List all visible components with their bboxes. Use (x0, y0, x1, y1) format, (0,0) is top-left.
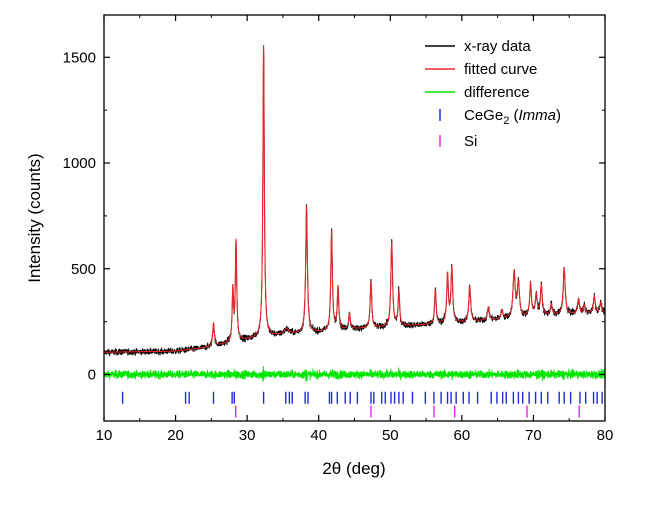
difference-line (104, 366, 605, 382)
y-tick-label: 1500 (63, 49, 96, 66)
reflection-ticks (121, 391, 603, 418)
x-tick-label: 80 (597, 427, 614, 444)
y-tick-label: 0 (88, 366, 96, 383)
x-tick-label: 40 (310, 427, 327, 444)
x-tick-label: 70 (525, 427, 542, 444)
x-axis-label: 2θ (deg) (322, 459, 385, 478)
difference-series (104, 366, 605, 382)
legend-label-xray: x-ray data (464, 38, 531, 55)
fitted-curve-series (104, 44, 605, 353)
x-tick-label: 60 (454, 427, 471, 444)
legend-label-diff: difference (464, 84, 530, 101)
y-tick-label: 1000 (63, 155, 96, 172)
y-axis-label: Intensity (counts) (25, 153, 44, 282)
x-tick-label: 50 (382, 427, 399, 444)
legend-label-si: Si (464, 133, 477, 150)
x-tick-label: 30 (239, 427, 256, 444)
legend-label-fit: fitted curve (464, 61, 537, 78)
x-tick-label: 10 (96, 427, 113, 444)
plot-area (104, 15, 605, 421)
x-tick-label: 20 (167, 427, 184, 444)
legend: x-ray data fitted curve difference CeGe2… (425, 38, 561, 150)
legend-label-cege2: CeGe2 (Imma) (464, 107, 561, 127)
y-tick-label: 500 (71, 261, 96, 278)
fitted-curve-line (104, 44, 605, 353)
axes: 10 20 30 40 50 60 70 80 0 500 1000 1500 (63, 15, 614, 444)
